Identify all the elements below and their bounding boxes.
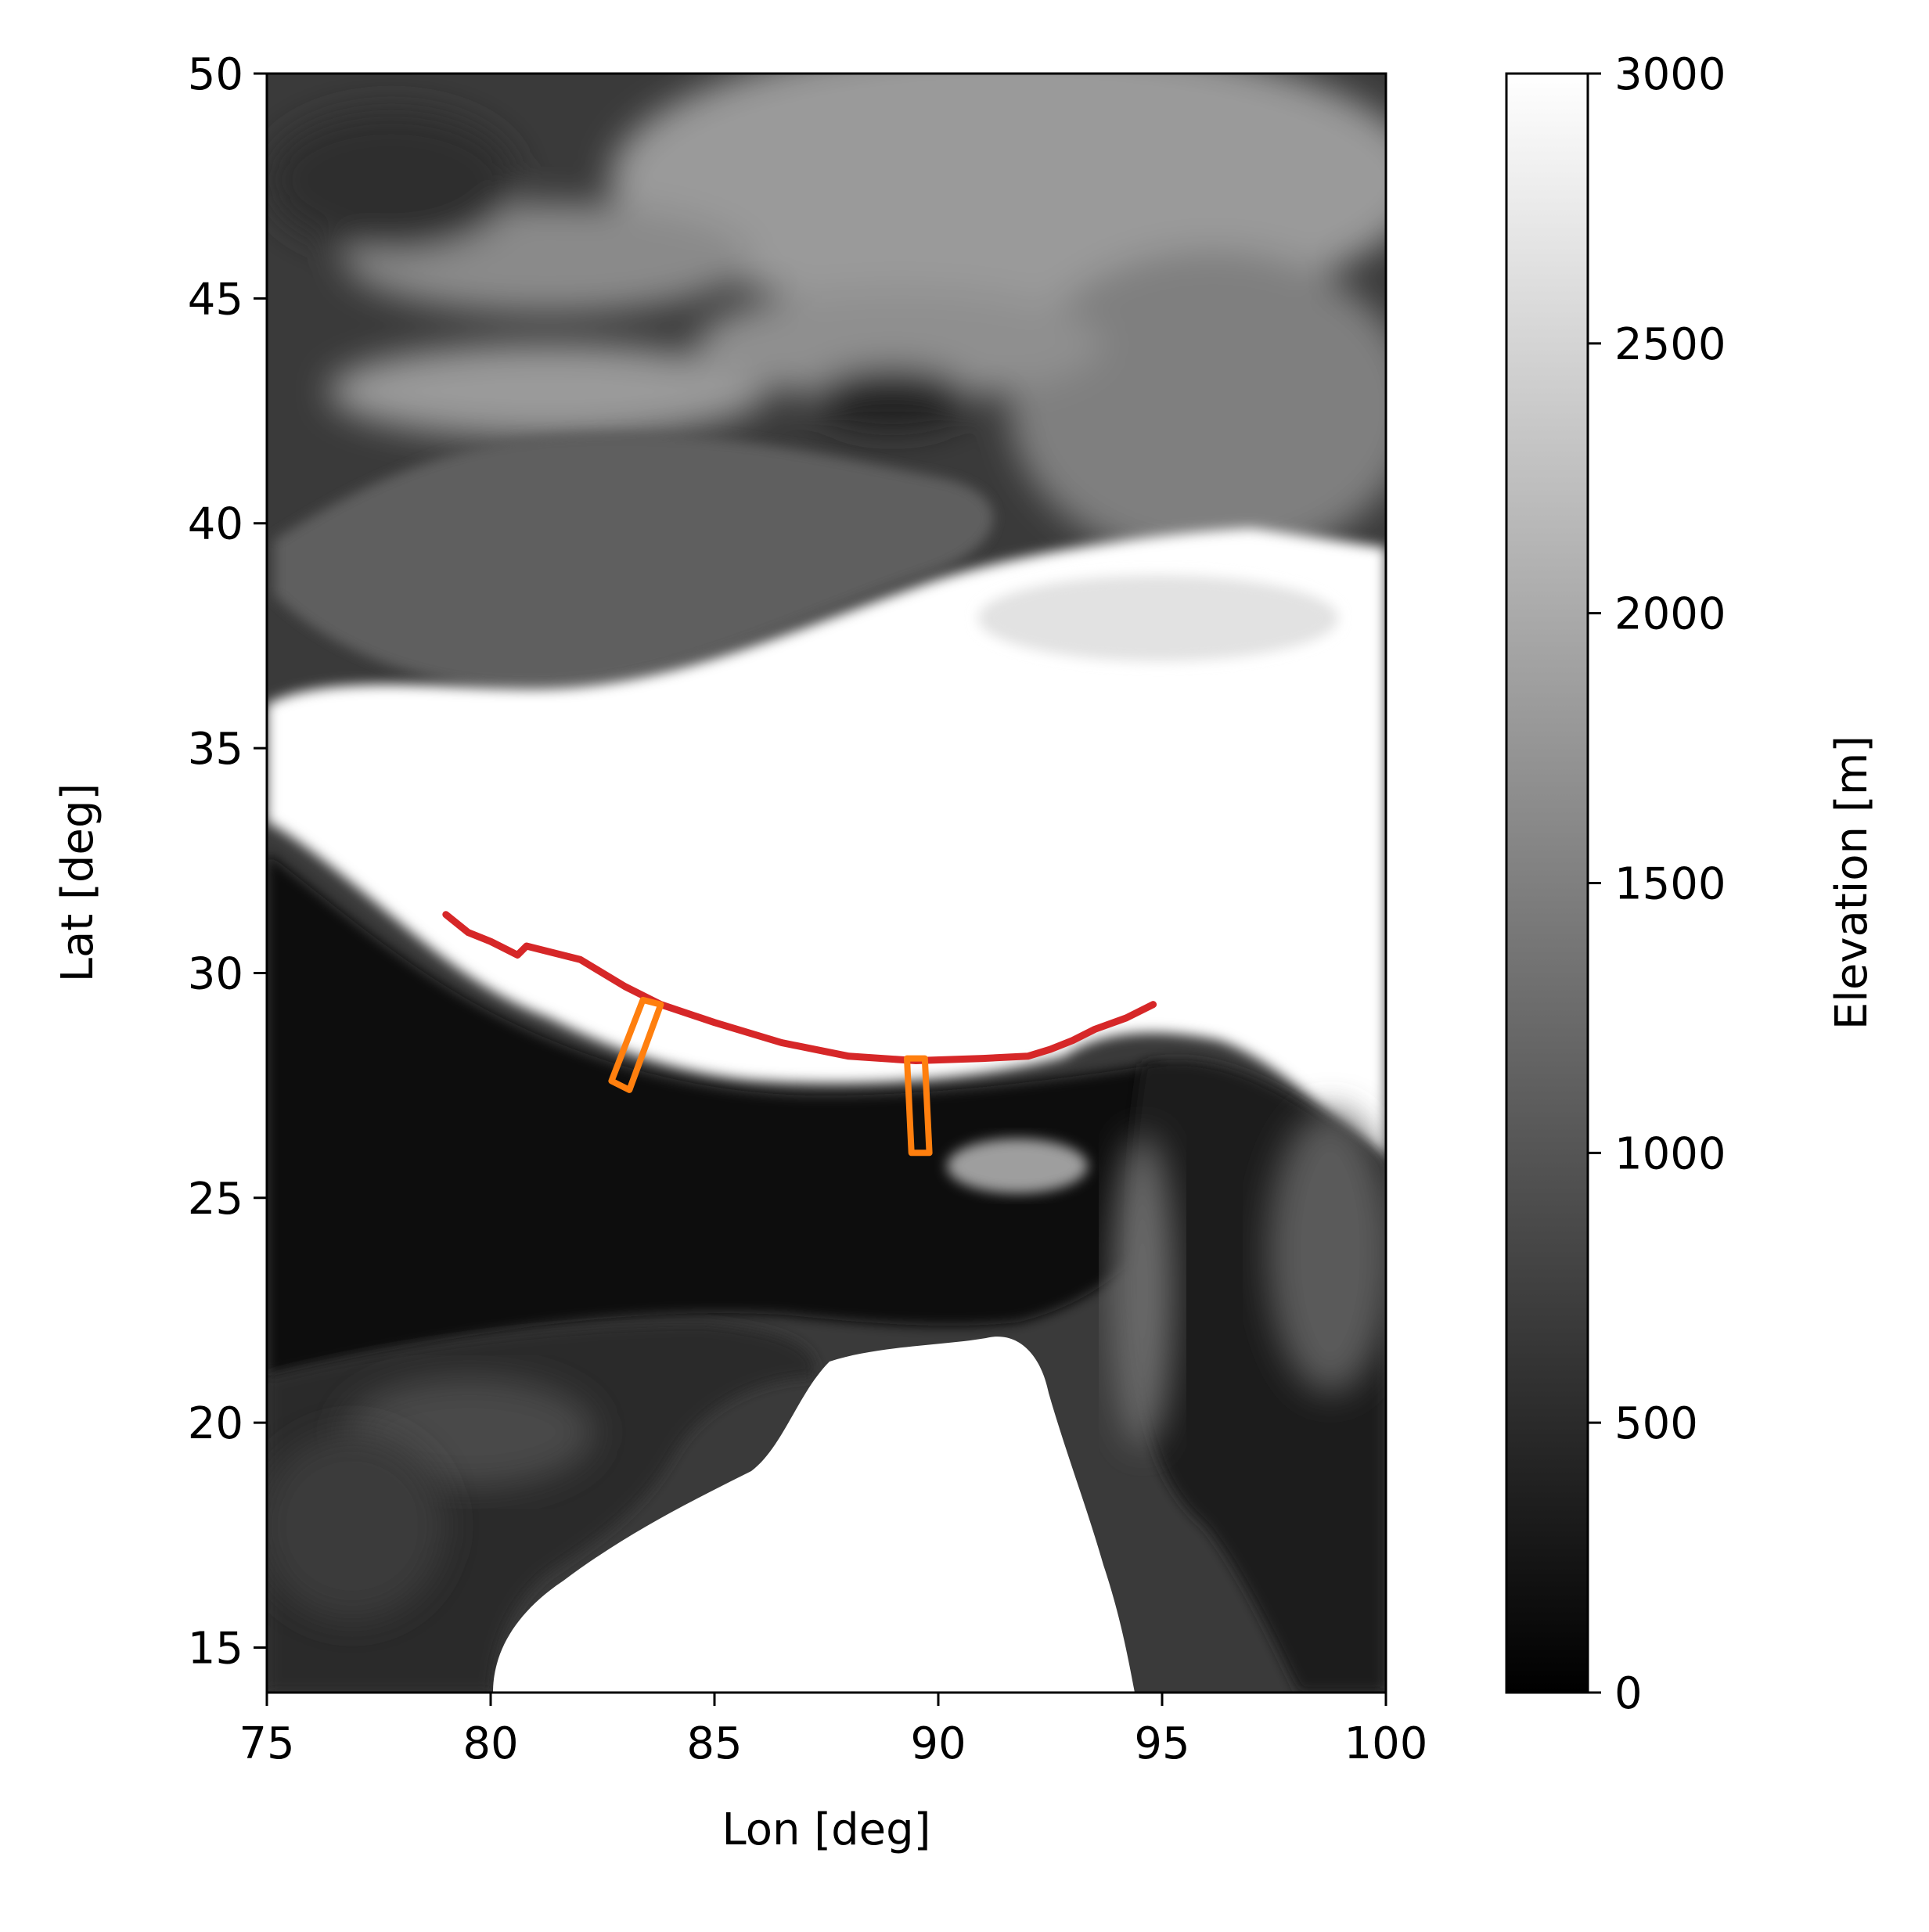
overlay-layer (442, 911, 1157, 1157)
x-tick-label: 80 (462, 1718, 518, 1769)
colorbar-tick-label: 0 (1614, 1668, 1643, 1719)
x-tick-label: 95 (1134, 1718, 1189, 1769)
y-tick-label: 30 (188, 948, 243, 999)
x-axis-label: Lon [deg] (722, 1804, 930, 1855)
y-tick-label: 40 (188, 499, 243, 550)
elevation-raster (267, 74, 1386, 1693)
plot-frame (265, 72, 1387, 1694)
x-tick-label: 90 (910, 1718, 966, 1769)
colorbar-tick-label: 2500 (1614, 319, 1726, 370)
colorbar-tick-label: 1000 (1614, 1128, 1726, 1179)
x-tick-label: 85 (686, 1718, 742, 1769)
y-axis-ticks: 15 20 25 30 35 40 45 50 (188, 49, 267, 1675)
x-tick-label: 100 (1344, 1718, 1428, 1769)
colorbar-tick-label: 3000 (1614, 49, 1726, 100)
colorbar-ticks: 0 500 1000 1500 2000 2500 3000 (1588, 49, 1726, 1719)
colorbar-tick-label: 1500 (1614, 859, 1726, 910)
study-area-box (904, 1055, 933, 1157)
colorbar-tick-label: 500 (1614, 1398, 1698, 1449)
y-tick-label: 45 (188, 274, 243, 325)
study-area-box (608, 996, 664, 1093)
mountain-front-line (442, 911, 1157, 1064)
y-tick-label: 25 (188, 1174, 243, 1225)
x-tick-label: 75 (239, 1718, 294, 1769)
colorbar-label: Elevation [m] (1826, 736, 1877, 1030)
y-tick-label: 50 (188, 49, 243, 100)
y-tick-label: 35 (188, 724, 243, 775)
y-axis-label: Lat [deg] (52, 783, 103, 983)
colorbar (1505, 72, 1589, 1694)
colorbar-tick-label: 2000 (1614, 589, 1726, 640)
y-tick-label: 15 (188, 1624, 243, 1675)
y-tick-label: 20 (188, 1398, 243, 1449)
x-axis-ticks: 75 80 85 90 95 100 (239, 1693, 1427, 1769)
